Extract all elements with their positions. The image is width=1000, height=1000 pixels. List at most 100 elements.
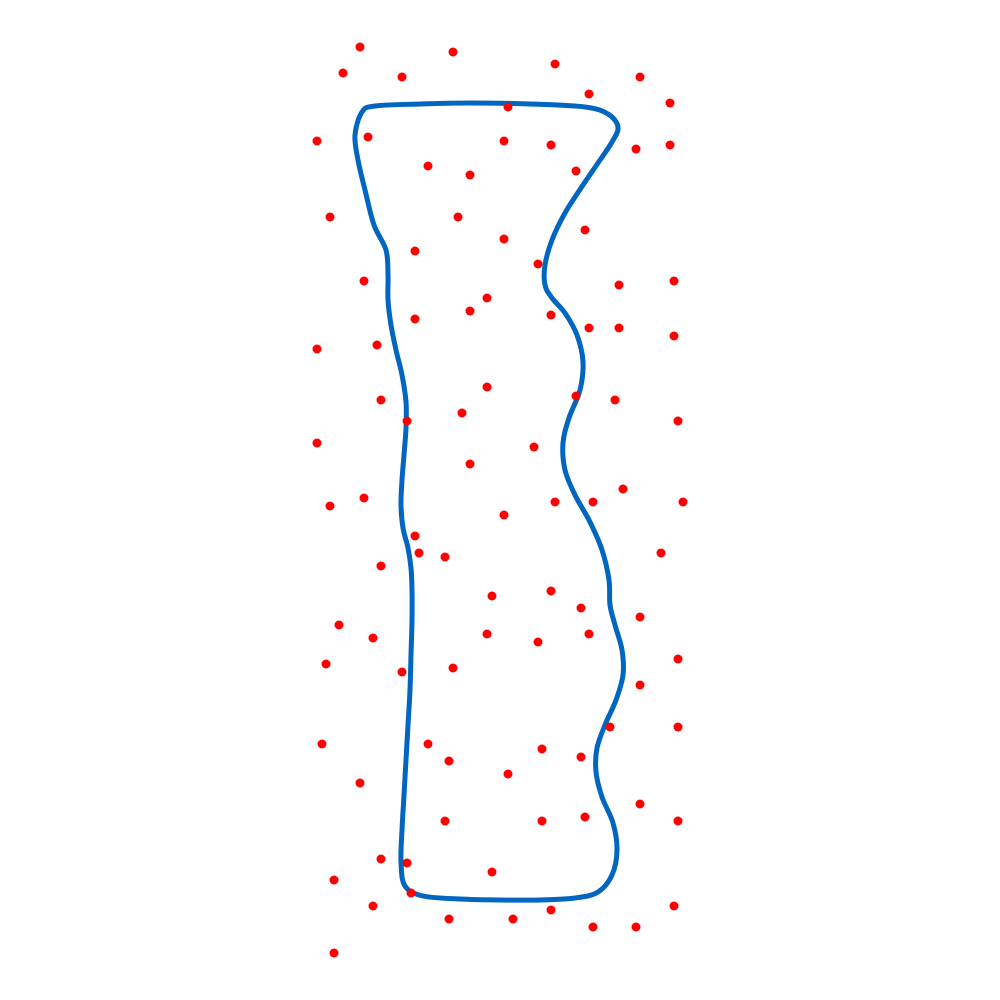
scatter-point — [631, 144, 641, 154]
scatter-point — [312, 344, 322, 354]
scatter-point — [673, 416, 683, 426]
scatter-point — [678, 497, 688, 507]
scatter-point — [312, 438, 322, 448]
scatter-point — [329, 948, 339, 958]
scatter-point — [453, 212, 463, 222]
scatter-point — [355, 778, 365, 788]
scatter-point — [584, 89, 594, 99]
scatter-point — [503, 102, 513, 112]
scatter-point — [631, 922, 641, 932]
boundary-curve — [352, 100, 626, 903]
scatter-point — [673, 654, 683, 664]
scatter-point — [656, 548, 666, 558]
scatter-point — [410, 531, 420, 541]
scatter-point — [457, 408, 467, 418]
scatter-point — [355, 42, 365, 52]
scatter-point — [410, 246, 420, 256]
scatter-point — [465, 170, 475, 180]
scatter-point — [588, 922, 598, 932]
scatter-point — [397, 667, 407, 677]
scatter-point — [635, 612, 645, 622]
scatter-point — [580, 225, 590, 235]
scatter-point — [499, 136, 509, 146]
scatter-point — [588, 497, 598, 507]
scatter-point — [325, 501, 335, 511]
scatter-point — [406, 888, 416, 898]
scatter-point — [402, 416, 412, 426]
scatter-point — [465, 306, 475, 316]
scatter-point — [414, 548, 424, 558]
scatter-point — [368, 633, 378, 643]
scatter-point — [448, 663, 458, 673]
scatter-point — [576, 752, 586, 762]
scatter-point — [635, 680, 645, 690]
scatter-point — [359, 276, 369, 286]
scatter-point — [580, 812, 590, 822]
scatter-point — [444, 914, 454, 924]
scatter-point — [571, 166, 581, 176]
scatter-point — [334, 620, 344, 630]
scatter-point — [325, 212, 335, 222]
scatter-point — [423, 739, 433, 749]
scatter-point — [397, 72, 407, 82]
scatter-point — [376, 395, 386, 405]
scatter-point — [503, 769, 513, 779]
scatter-point — [571, 391, 581, 401]
scatter-point — [614, 323, 624, 333]
scatter-point — [410, 314, 420, 324]
scatter-point — [482, 382, 492, 392]
scatter-point — [508, 914, 518, 924]
scatter-point — [423, 161, 433, 171]
scatter-point — [673, 722, 683, 732]
scatter-point — [529, 442, 539, 452]
scatter-point — [550, 497, 560, 507]
scatter-point — [440, 552, 450, 562]
scatter-point — [537, 744, 547, 754]
scatter-point — [665, 140, 675, 150]
scatter-point — [376, 854, 386, 864]
scatter-point — [317, 739, 327, 749]
scatter-point — [546, 586, 556, 596]
scatter-point — [465, 459, 475, 469]
scatter-point — [546, 140, 556, 150]
scatter-point — [321, 659, 331, 669]
scatter-point — [665, 98, 675, 108]
scatter-point — [338, 68, 348, 78]
scatter-point — [605, 722, 615, 732]
scatter-point — [448, 47, 458, 57]
scatter-point — [440, 816, 450, 826]
scatter-point — [546, 310, 556, 320]
scatter-point — [368, 901, 378, 911]
scatter-point — [402, 858, 412, 868]
scatter-point — [669, 276, 679, 286]
scatter-point — [673, 816, 683, 826]
scatter-point — [533, 637, 543, 647]
scatter-point — [576, 603, 586, 613]
scatter-point — [487, 867, 497, 877]
scatter-point — [669, 331, 679, 341]
scatter-point — [537, 816, 547, 826]
scatter-point — [359, 493, 369, 503]
scatter-point — [584, 629, 594, 639]
scatter-point — [482, 629, 492, 639]
scatter-point — [635, 799, 645, 809]
scatter-point — [533, 259, 543, 269]
scatter-point — [610, 395, 620, 405]
scatter-point — [618, 484, 628, 494]
scatter-point — [329, 875, 339, 885]
scatter-point — [444, 756, 454, 766]
scatter-point — [669, 901, 679, 911]
scatter-point — [499, 510, 509, 520]
scatter-point — [363, 132, 373, 142]
scatter-point — [372, 340, 382, 350]
scatter-point — [550, 59, 560, 69]
scatter-point — [376, 561, 386, 571]
scatter-point — [584, 323, 594, 333]
scatter-point — [546, 905, 556, 915]
scatter-point — [499, 234, 509, 244]
scatter-point — [312, 136, 322, 146]
scatter-point — [482, 293, 492, 303]
scatter-point — [487, 591, 497, 601]
